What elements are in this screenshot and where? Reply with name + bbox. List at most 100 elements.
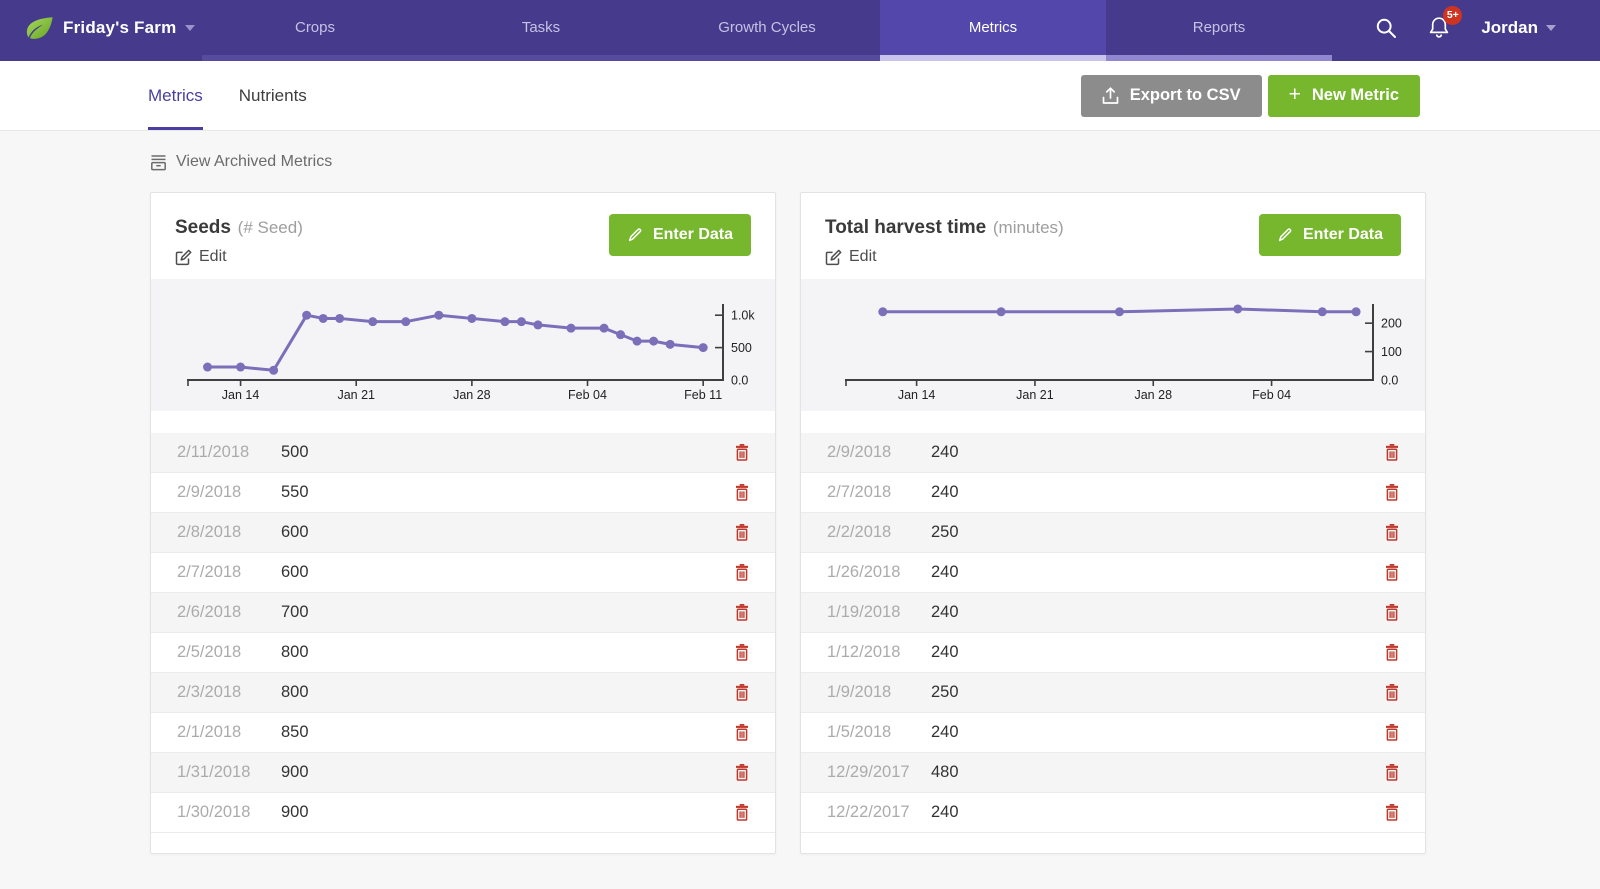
edit-metric-button[interactable]: Edit	[175, 248, 227, 266]
svg-text:0.0: 0.0	[1381, 374, 1398, 388]
edit-label: Edit	[849, 248, 877, 265]
delete-row-button[interactable]	[1385, 684, 1399, 701]
table-row: 12/22/2017 240	[801, 793, 1425, 833]
delete-row-button[interactable]	[735, 604, 749, 621]
chevron-down-icon	[185, 24, 196, 31]
delete-row-button[interactable]	[735, 564, 749, 581]
table-row: 2/8/2018 600	[151, 513, 775, 553]
row-date: 1/26/2018	[827, 563, 901, 581]
enter-data-button[interactable]: Enter Data	[1258, 214, 1401, 256]
user-menu[interactable]: Jordan	[1481, 18, 1556, 38]
delete-row-button[interactable]	[1385, 724, 1399, 741]
svg-text:Jan 14: Jan 14	[222, 388, 260, 402]
enter-data-button[interactable]: Enter Data	[608, 214, 751, 256]
delete-row-button[interactable]	[735, 684, 749, 701]
nav-item-crops[interactable]: Crops	[294, 19, 335, 36]
delete-row-button[interactable]	[1385, 444, 1399, 461]
row-value: 800	[281, 643, 309, 661]
edit-pencil-square-icon	[825, 249, 842, 266]
table-row: 2/1/2018 850	[151, 713, 775, 753]
row-date: 12/29/2017	[827, 763, 910, 781]
svg-text:500: 500	[731, 341, 752, 355]
new-metric-button[interactable]: + New Metric	[1267, 74, 1420, 117]
delete-row-button[interactable]	[1385, 484, 1399, 501]
row-value: 800	[281, 683, 309, 701]
delete-row-button[interactable]	[1385, 644, 1399, 661]
delete-row-button[interactable]	[735, 484, 749, 501]
delete-row-button[interactable]	[1385, 804, 1399, 821]
nav-item-tasks[interactable]: Tasks	[521, 19, 561, 36]
table-row: 2/7/2018 240	[801, 473, 1425, 513]
svg-text:Feb 04: Feb 04	[568, 388, 607, 402]
table-row: 2/7/2018 600	[151, 553, 775, 593]
row-value: 250	[931, 523, 959, 541]
chevron-down-icon	[1546, 24, 1556, 31]
brand-name: Friday's Farm	[63, 17, 177, 37]
row-date: 1/5/2018	[827, 723, 892, 741]
row-value: 480	[931, 763, 959, 781]
row-value: 240	[931, 483, 959, 501]
primary-nav: Crops Tasks Growth Cycles Metrics Reports	[202, 0, 1332, 55]
metrics-page: View Archived Metrics Seeds (# Seed) Edi…	[0, 131, 1600, 889]
row-date: 1/12/2018	[827, 643, 901, 661]
export-csv-button[interactable]: Export to CSV	[1080, 74, 1262, 117]
row-value: 600	[281, 523, 309, 541]
delete-row-button[interactable]	[735, 644, 749, 661]
svg-text:Feb 11: Feb 11	[684, 388, 722, 402]
metric-line-chart: Jan 14 Jan 21 Jan 28 Feb 04 Feb 11 0.0 500 1.0k	[151, 279, 775, 411]
view-archived-metrics-link[interactable]: View Archived Metrics	[150, 153, 332, 171]
search-icon[interactable]	[1375, 17, 1397, 39]
delete-row-button[interactable]	[735, 444, 749, 461]
notification-badge: 5+	[1443, 5, 1463, 25]
row-date: 1/19/2018	[827, 603, 901, 621]
table-row: 1/9/2018 250	[801, 673, 1425, 713]
nav-item-reports[interactable]: Reports	[1192, 19, 1246, 36]
row-value: 600	[281, 563, 309, 581]
nav-strip-segment	[428, 55, 654, 61]
row-date: 1/9/2018	[827, 683, 892, 701]
svg-text:Feb 04: Feb 04	[1252, 388, 1291, 402]
delete-row-button[interactable]	[735, 804, 749, 821]
table-row: 12/29/2017 480	[801, 753, 1425, 793]
delete-row-button[interactable]	[735, 764, 749, 781]
delete-row-button[interactable]	[1385, 524, 1399, 541]
delete-row-button[interactable]	[735, 524, 749, 541]
row-value: 250	[931, 683, 959, 701]
metric-card: Total harvest time (minutes) Edit	[800, 192, 1426, 854]
svg-text:1.0k: 1.0k	[731, 309, 755, 323]
farm-switcher[interactable]: Friday's Farm	[0, 0, 202, 55]
metric-unit: (minutes)	[992, 218, 1064, 237]
nav-item-metrics[interactable]: Metrics	[880, 0, 1106, 55]
table-row: 1/12/2018 240	[801, 633, 1425, 673]
pencil-icon	[627, 227, 643, 243]
user-name: Jordan	[1481, 17, 1538, 37]
nav-item-growth-cycles[interactable]: Growth Cycles	[718, 19, 816, 36]
row-date: 2/9/2018	[827, 443, 892, 461]
tab-metrics[interactable]: Metrics	[148, 61, 203, 130]
metric-tabs: Metrics Nutrients	[148, 61, 307, 130]
table-row: 1/30/2018 900	[151, 793, 775, 833]
enter-data-label: Enter Data	[1302, 226, 1383, 243]
edit-metric-button[interactable]: Edit	[825, 248, 877, 266]
table-row: 2/9/2018 240	[801, 433, 1425, 473]
row-value: 240	[931, 643, 959, 661]
metric-title: Total harvest time	[825, 217, 987, 238]
notifications-bell-icon[interactable]: 5+	[1427, 5, 1463, 41]
row-value: 850	[281, 723, 309, 741]
archive-icon	[150, 154, 167, 171]
svg-text:Jan 28: Jan 28	[1134, 388, 1172, 402]
row-value: 900	[281, 803, 309, 821]
row-date: 2/5/2018	[177, 643, 242, 661]
table-row: 1/26/2018 240	[801, 553, 1425, 593]
row-date: 2/6/2018	[177, 603, 242, 621]
delete-row-button[interactable]	[1385, 564, 1399, 581]
nav-indicator-strip	[0, 55, 1600, 61]
metric-data-table: 2/9/2018 240 2/7/2018 240	[801, 433, 1425, 853]
delete-row-button[interactable]	[735, 724, 749, 741]
row-date: 2/11/2018	[177, 443, 250, 461]
delete-row-button[interactable]	[1385, 604, 1399, 621]
row-value: 700	[281, 603, 309, 621]
row-date: 2/7/2018	[827, 483, 892, 501]
delete-row-button[interactable]	[1385, 764, 1399, 781]
tab-nutrients[interactable]: Nutrients	[238, 85, 307, 105]
